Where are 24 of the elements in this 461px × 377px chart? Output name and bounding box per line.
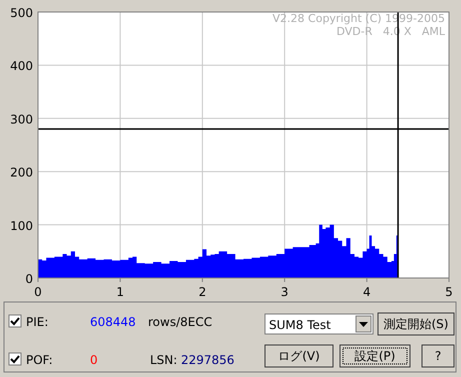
text: 測定開始(S) bbox=[384, 317, 448, 331]
text: ログ(V) bbox=[278, 349, 320, 363]
text: ? bbox=[434, 349, 442, 363]
x-tick-label: 0 bbox=[34, 285, 42, 299]
text: 608448 bbox=[90, 315, 136, 329]
y-tick-label: 500 bbox=[10, 6, 33, 20]
text: PIE: bbox=[26, 315, 48, 329]
text: 2297856 bbox=[181, 353, 234, 367]
text: 0 bbox=[90, 353, 98, 367]
text: POF: bbox=[26, 353, 53, 367]
x-tick-label: 2 bbox=[198, 285, 206, 299]
text: 設定(P) bbox=[354, 349, 396, 363]
y-tick-label: 200 bbox=[10, 166, 33, 180]
y-tick-label: 0 bbox=[25, 272, 33, 286]
x-tick-label: 3 bbox=[280, 285, 288, 299]
text: SUM8 Test bbox=[269, 318, 332, 332]
y-tick-label: 300 bbox=[10, 112, 33, 126]
y-tick-label: 100 bbox=[10, 218, 33, 233]
text: rows/8ECC bbox=[148, 315, 212, 329]
x-tick-label: 1 bbox=[116, 285, 124, 299]
y-tick-label: 400 bbox=[10, 59, 33, 74]
x-tick-label: 4 bbox=[362, 285, 371, 299]
text: LSN: bbox=[150, 353, 178, 367]
x-tick-label: 5 bbox=[445, 285, 453, 299]
